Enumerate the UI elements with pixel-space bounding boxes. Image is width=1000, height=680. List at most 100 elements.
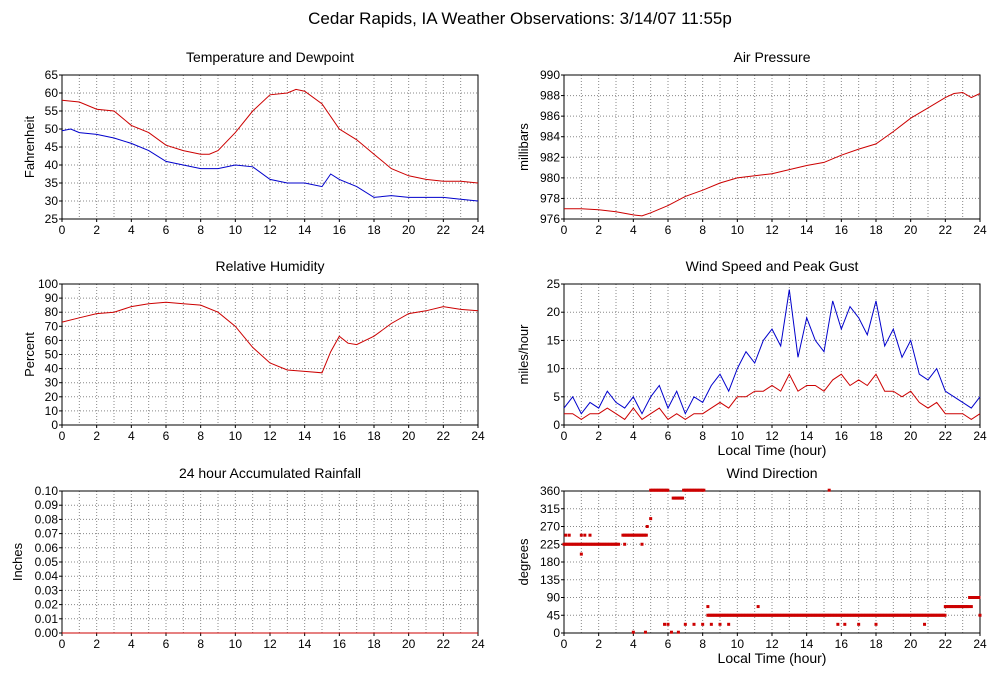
direction-point (857, 622, 861, 626)
direction-point (959, 605, 963, 609)
rain-y-tick-label: 0.02 (35, 598, 59, 612)
direction-point (697, 488, 701, 492)
direction-point (709, 613, 713, 617)
direction-point (753, 613, 757, 617)
direction-x-tick-label: 12 (765, 637, 779, 651)
rain-x-tick-label: 8 (197, 637, 204, 651)
direction-point (971, 596, 975, 599)
direction-point (803, 613, 807, 617)
direction-point (732, 613, 736, 617)
direction-point (731, 613, 735, 617)
direction-point (873, 613, 877, 617)
pressure-series-0-line (564, 91, 981, 217)
direction-y-tick-label: 0 (553, 626, 560, 640)
direction-point (935, 613, 939, 617)
direction-point (626, 533, 630, 537)
humidity-title: Relative Humidity (216, 258, 325, 274)
direction-point (809, 613, 813, 617)
temp-y-tick-label: 60 (45, 86, 59, 100)
direction-point (736, 613, 740, 617)
rain-y-tick-label: 0.07 (35, 527, 59, 541)
wind-x-tick-label: 20 (904, 429, 918, 443)
direction-point (874, 613, 878, 617)
direction-point (892, 613, 896, 617)
direction-point (837, 613, 841, 617)
direction-point (686, 488, 690, 492)
direction-point (714, 613, 718, 617)
direction-point (640, 542, 644, 546)
wind-y-tick-label: 25 (547, 277, 561, 291)
direction-point (757, 613, 761, 617)
temp-y-tick-label: 55 (45, 104, 59, 118)
direction-point (964, 605, 968, 609)
wind-x-tick-label: 0 (561, 429, 568, 443)
direction-point (941, 613, 945, 617)
rain-y-tick-label: 0.01 (35, 612, 59, 626)
humidity-y-tick-label: 40 (45, 362, 59, 376)
direction-point (689, 488, 693, 492)
direction-x-tick-label: 6 (665, 637, 672, 651)
direction-point (726, 613, 730, 617)
direction-point (960, 605, 964, 609)
direction-point (637, 533, 641, 537)
direction-point (743, 613, 747, 617)
direction-point (801, 613, 805, 617)
direction-point (927, 613, 931, 617)
direction-point (649, 517, 653, 521)
rain-x-tick-label: 12 (263, 637, 277, 651)
direction-point (915, 613, 919, 617)
direction-point (595, 542, 599, 546)
direction-point (701, 622, 705, 626)
direction-point (679, 496, 683, 500)
humidity-y-tick-label: 50 (45, 348, 59, 362)
direction-point (578, 542, 582, 546)
pressure-x-tick-label: 24 (973, 223, 987, 237)
direction-point (899, 613, 903, 617)
pressure-x-tick-label: 0 (561, 223, 568, 237)
direction-point (567, 533, 571, 537)
rain-y-tick-label: 0.09 (35, 498, 59, 512)
direction-point (948, 605, 952, 609)
direction-point (751, 613, 755, 617)
direction-point (585, 542, 589, 546)
direction-point (601, 542, 605, 546)
direction-point (863, 613, 867, 617)
humidity-x-tick-label: 14 (298, 429, 312, 443)
direction-x-tick-label: 18 (869, 637, 883, 651)
direction-point (814, 613, 818, 617)
direction-y-axis-label: degrees (516, 538, 531, 585)
rain-x-tick-label: 0 (59, 637, 66, 651)
direction-point (831, 613, 835, 617)
direction-point (881, 613, 885, 617)
direction-point (565, 542, 569, 546)
direction-point (824, 613, 828, 617)
temp-y-tick-label: 30 (45, 194, 59, 208)
direction-point (849, 613, 853, 617)
direction-point (854, 613, 858, 617)
direction-point (921, 613, 925, 617)
temp-x-tick-label: 0 (59, 223, 66, 237)
humidity-x-tick-label: 20 (402, 429, 416, 443)
wind-y-axis-label: miles/hour (516, 324, 531, 385)
direction-point (640, 533, 644, 537)
direction-x-axis-label: Local Time (hour) (718, 650, 827, 666)
direction-point (745, 613, 749, 617)
direction-point (828, 613, 832, 617)
direction-point (579, 542, 583, 546)
direction-point (796, 613, 800, 617)
humidity-x-tick-label: 8 (197, 429, 204, 443)
direction-point (938, 613, 942, 617)
direction-point (610, 542, 614, 546)
direction-point (767, 613, 771, 617)
direction-point (728, 613, 732, 617)
direction-point (882, 613, 886, 617)
direction-point (910, 613, 914, 617)
pressure-x-tick-label: 18 (869, 223, 883, 237)
wind-series-1-line (564, 373, 981, 421)
direction-point (934, 613, 938, 617)
direction-point (631, 630, 635, 634)
direction-point (957, 605, 961, 609)
